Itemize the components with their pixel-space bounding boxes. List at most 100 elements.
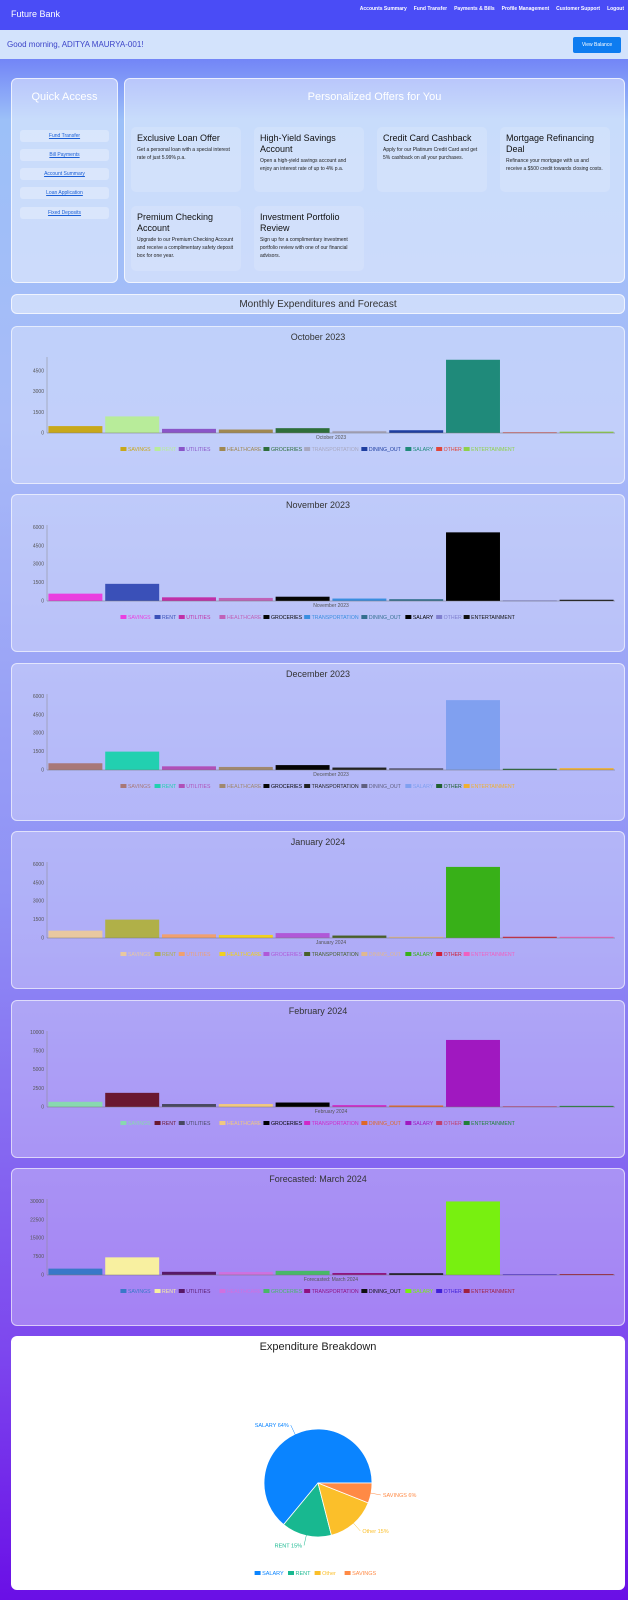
bar-entertainment[interactable] (559, 936, 614, 938)
legend-label-groceries[interactable]: GROCERIES (271, 952, 303, 958)
bar-salary[interactable] (446, 700, 500, 770)
offer-card[interactable]: Mortgage Refinancing Deal Refinance your… (500, 127, 610, 192)
legend-label-utilities[interactable]: UTILITIES (186, 1289, 211, 1295)
legend-label-rent[interactable]: RENT (162, 1289, 177, 1295)
legend-label-groceries[interactable]: GROCERIES (271, 1121, 303, 1127)
bar-healthcare[interactable] (218, 766, 273, 770)
legend-label-savings[interactable]: SAVINGS (128, 1121, 151, 1127)
legend-label-salary[interactable]: SALARY (413, 615, 434, 621)
brand-logo[interactable]: Future Bank (11, 9, 61, 19)
bar-utilities[interactable] (162, 1271, 216, 1275)
bar-salary[interactable] (446, 866, 500, 938)
legend-label-utilities[interactable]: UTILITIES (186, 952, 211, 958)
bar-savings[interactable] (48, 1101, 103, 1107)
offer-card[interactable]: Investment Portfolio Review Sign up for … (254, 206, 364, 271)
bar-entertainment[interactable] (559, 599, 614, 601)
bar-healthcare[interactable] (218, 597, 273, 601)
bar-utilities[interactable] (162, 428, 216, 433)
legend-label-transportation[interactable]: TRANSPORTATION (312, 1289, 359, 1295)
offer-card[interactable]: Exclusive Loan Offer Get a personal loan… (131, 127, 241, 192)
bar-entertainment[interactable] (559, 1274, 614, 1275)
bar-dining-out[interactable] (389, 430, 444, 433)
legend-label-entertainment[interactable]: ENTERTAINMENT (471, 1289, 515, 1295)
legend-label-utilities[interactable]: UTILITIES (186, 615, 211, 621)
legend-label-groceries[interactable]: GROCERIES (271, 1289, 303, 1295)
bar-transportation[interactable] (332, 598, 387, 601)
bar-dining-out[interactable] (389, 768, 444, 770)
legend-label-transportation[interactable]: TRANSPORTATION (312, 784, 359, 790)
bar-groceries[interactable] (275, 596, 330, 601)
bar-other[interactable] (502, 768, 557, 770)
quick-link-fixed-deposits[interactable]: Fixed Deposits (20, 207, 109, 219)
bar-rent[interactable] (105, 416, 160, 433)
legend-label-utilities[interactable]: UTILITIES (186, 447, 211, 453)
view-balance-button[interactable]: View Balance (573, 37, 621, 53)
nav-fund-transfer[interactable]: Fund Transfer (413, 6, 448, 12)
quick-link-fund-transfer[interactable]: Fund Transfer (20, 130, 109, 142)
quick-link-loan-application[interactable]: Loan Application (20, 187, 109, 199)
bar-salary[interactable] (446, 359, 500, 433)
bar-utilities[interactable] (162, 934, 216, 938)
bar-savings[interactable] (48, 1268, 103, 1275)
bar-salary[interactable] (446, 532, 500, 601)
bar-other[interactable] (502, 1274, 557, 1276)
bar-entertainment[interactable] (559, 768, 614, 770)
legend-label-dining-out[interactable]: DINING_OUT (369, 615, 402, 621)
legend-label-entertainment[interactable]: ENTERTAINMENT (471, 615, 515, 621)
legend-label-healthcare[interactable]: HEALTHCARE (227, 784, 262, 790)
legend-label-rent[interactable]: RENT (162, 952, 177, 958)
bar-groceries[interactable] (275, 1270, 330, 1275)
legend-label-savings[interactable]: SAVINGS (128, 784, 151, 790)
legend-label-groceries[interactable]: GROCERIES (271, 447, 303, 453)
legend-label-salary[interactable]: SALARY (413, 447, 434, 453)
bar-healthcare[interactable] (218, 934, 273, 938)
legend-label-transportation[interactable]: TRANSPORTATION (312, 1121, 359, 1127)
legend-label-salary[interactable]: SALARY (413, 952, 434, 958)
pie-legend-rent[interactable]: RENT (296, 1571, 312, 1577)
bar-dining-out[interactable] (389, 599, 444, 601)
legend-label-utilities[interactable]: UTILITIES (186, 1121, 211, 1127)
legend-label-groceries[interactable]: GROCERIES (271, 784, 303, 790)
nav-logout[interactable]: Logout (607, 6, 624, 12)
legend-label-healthcare[interactable]: HEALTHCARE (227, 615, 262, 621)
bar-utilities[interactable] (162, 597, 216, 601)
bar-healthcare[interactable] (218, 1272, 273, 1275)
legend-label-rent[interactable]: RENT (162, 784, 177, 790)
nav-payments-bills[interactable]: Payments & Bills (454, 6, 495, 12)
legend-label-rent[interactable]: RENT (162, 615, 177, 621)
bar-savings[interactable] (48, 763, 103, 770)
legend-label-dining-out[interactable]: DINING_OUT (369, 1121, 402, 1127)
bar-groceries[interactable] (275, 765, 330, 770)
bar-utilities[interactable] (162, 766, 216, 770)
legend-label-salary[interactable]: SALARY (413, 784, 434, 790)
legend-label-healthcare[interactable]: HEALTHCARE (227, 1289, 262, 1295)
pie-legend-savings[interactable]: SAVINGS (352, 1571, 376, 1577)
legend-label-other[interactable]: OTHER (444, 447, 462, 453)
bar-transportation[interactable] (332, 430, 387, 433)
nav-profile-management[interactable]: Profile Management (501, 6, 550, 12)
legend-label-savings[interactable]: SAVINGS (128, 1289, 151, 1295)
bar-groceries[interactable] (275, 428, 330, 433)
bar-groceries[interactable] (275, 933, 330, 938)
legend-label-dining-out[interactable]: DINING_OUT (369, 447, 402, 453)
bar-rent[interactable] (105, 583, 160, 601)
legend-label-salary[interactable]: SALARY (413, 1121, 434, 1127)
legend-label-other[interactable]: OTHER (444, 1121, 462, 1127)
legend-label-savings[interactable]: SAVINGS (128, 615, 151, 621)
bar-savings[interactable] (48, 593, 103, 601)
legend-label-transportation[interactable]: TRANSPORTATION (312, 952, 359, 958)
legend-label-groceries[interactable]: GROCERIES (271, 615, 303, 621)
legend-label-salary[interactable]: SALARY (413, 1289, 434, 1295)
bar-dining-out[interactable] (389, 1105, 444, 1107)
bar-savings[interactable] (48, 426, 103, 433)
bar-transportation[interactable] (332, 767, 387, 770)
bar-transportation[interactable] (332, 935, 387, 938)
bar-dining-out[interactable] (389, 1273, 444, 1275)
bar-salary[interactable] (446, 1039, 500, 1107)
quick-link-account-summary[interactable]: Account Summary (20, 168, 109, 180)
pie-legend-salary[interactable]: SALARY (262, 1571, 284, 1577)
nav-customer-support[interactable]: Customer Support (556, 6, 601, 12)
bar-healthcare[interactable] (218, 1104, 273, 1107)
legend-label-other[interactable]: OTHER (444, 952, 462, 958)
quick-link-bill-payments[interactable]: Bill Payments (20, 149, 109, 161)
